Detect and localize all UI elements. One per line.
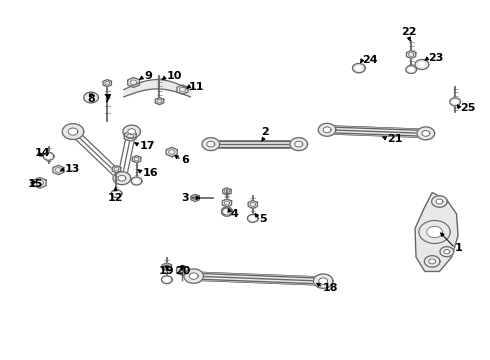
Polygon shape [323, 127, 331, 133]
Text: 8: 8 [87, 94, 95, 104]
Polygon shape [248, 201, 257, 208]
Polygon shape [415, 59, 429, 69]
Polygon shape [429, 259, 436, 264]
Polygon shape [62, 124, 84, 139]
Polygon shape [251, 217, 255, 220]
Polygon shape [222, 199, 232, 207]
Polygon shape [352, 63, 365, 73]
Polygon shape [221, 207, 232, 215]
Text: 14: 14 [35, 148, 50, 158]
Polygon shape [225, 211, 229, 214]
Polygon shape [162, 263, 171, 271]
Polygon shape [440, 247, 454, 257]
Text: 9: 9 [145, 71, 153, 81]
Text: 2: 2 [261, 127, 269, 137]
Polygon shape [407, 50, 416, 58]
Polygon shape [247, 215, 258, 222]
Polygon shape [422, 130, 430, 136]
Polygon shape [424, 256, 440, 267]
Polygon shape [415, 193, 458, 271]
Polygon shape [290, 138, 308, 150]
Text: 15: 15 [27, 179, 43, 189]
Polygon shape [131, 177, 142, 185]
Text: 5: 5 [260, 215, 267, 224]
Text: 12: 12 [108, 193, 123, 203]
Polygon shape [128, 129, 136, 134]
Polygon shape [184, 269, 203, 283]
Text: 1: 1 [455, 243, 463, 253]
Polygon shape [453, 100, 457, 103]
Polygon shape [319, 278, 328, 284]
Polygon shape [211, 140, 299, 148]
Polygon shape [202, 138, 220, 150]
Polygon shape [113, 172, 131, 185]
Polygon shape [176, 265, 188, 275]
Polygon shape [165, 278, 169, 281]
Polygon shape [84, 92, 98, 103]
Text: 18: 18 [323, 283, 339, 293]
Polygon shape [295, 141, 303, 147]
Polygon shape [222, 188, 231, 195]
Text: 10: 10 [167, 71, 182, 81]
Text: 17: 17 [140, 141, 155, 151]
Polygon shape [112, 166, 121, 173]
Text: 16: 16 [143, 168, 158, 178]
Polygon shape [177, 85, 188, 94]
Polygon shape [68, 128, 78, 135]
Polygon shape [123, 125, 141, 138]
Polygon shape [103, 80, 111, 87]
Polygon shape [419, 63, 425, 67]
Polygon shape [207, 141, 215, 147]
Polygon shape [436, 199, 443, 204]
Polygon shape [111, 190, 122, 198]
Polygon shape [114, 192, 119, 195]
Text: 4: 4 [230, 209, 238, 219]
Polygon shape [419, 221, 450, 243]
Polygon shape [128, 77, 140, 87]
Polygon shape [356, 66, 362, 70]
Polygon shape [47, 155, 51, 158]
Polygon shape [318, 123, 336, 136]
Polygon shape [221, 208, 232, 216]
Polygon shape [162, 276, 172, 284]
Polygon shape [134, 180, 139, 183]
Polygon shape [450, 98, 461, 106]
Polygon shape [43, 152, 54, 160]
Polygon shape [118, 175, 126, 181]
Text: 7: 7 [103, 94, 111, 104]
Polygon shape [406, 66, 416, 73]
Text: 24: 24 [362, 55, 378, 65]
Text: 13: 13 [64, 164, 79, 174]
Polygon shape [33, 177, 46, 188]
Polygon shape [53, 165, 64, 175]
Polygon shape [88, 95, 94, 100]
Text: 11: 11 [189, 82, 204, 92]
Polygon shape [409, 68, 413, 71]
Polygon shape [194, 272, 323, 285]
Polygon shape [327, 126, 426, 138]
Polygon shape [225, 209, 229, 212]
Text: 25: 25 [460, 103, 475, 113]
Text: 21: 21 [387, 134, 402, 144]
Polygon shape [432, 196, 447, 207]
Text: 22: 22 [401, 27, 416, 37]
Polygon shape [417, 127, 435, 140]
Polygon shape [444, 249, 450, 254]
Polygon shape [124, 131, 136, 141]
Polygon shape [189, 273, 198, 279]
Polygon shape [155, 98, 164, 105]
Polygon shape [191, 194, 199, 202]
Text: 23: 23 [428, 53, 443, 63]
Polygon shape [132, 156, 141, 163]
Text: 3: 3 [181, 193, 189, 203]
Polygon shape [427, 226, 442, 238]
Text: 20: 20 [175, 266, 190, 276]
Text: 6: 6 [181, 155, 189, 165]
Text: 19: 19 [159, 266, 174, 276]
Polygon shape [314, 274, 333, 288]
Polygon shape [166, 147, 177, 157]
